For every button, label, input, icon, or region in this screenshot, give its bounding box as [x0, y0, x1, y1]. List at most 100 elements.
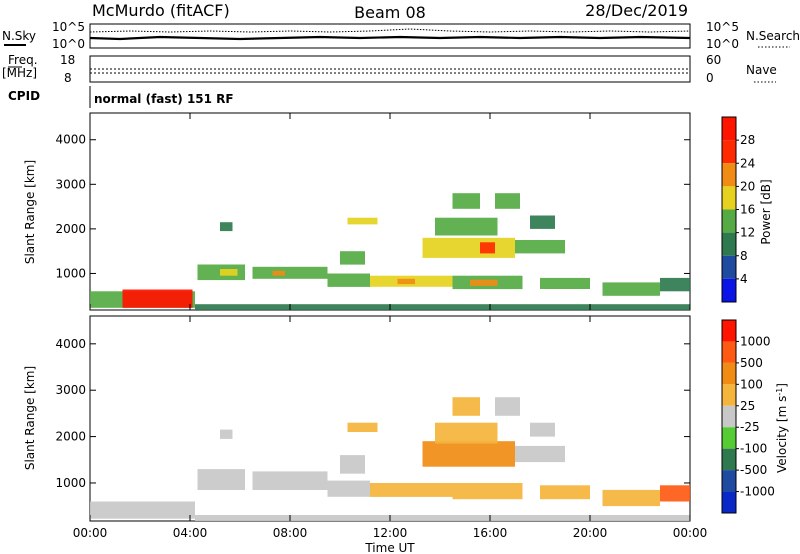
velocity-colorbar-segment [722, 384, 736, 406]
velocity-patch [602, 489, 660, 507]
time-tick-label: 00:00 [673, 526, 708, 540]
noise-sky-label: N.Sky [2, 29, 36, 43]
noise-search-trace [89, 28, 691, 33]
power-colorbar-segment [722, 163, 736, 187]
velocity-colorbar-frame [721, 319, 737, 514]
power-ytick-label: 4000 [55, 133, 86, 147]
power-colorbar-segment [722, 117, 736, 141]
beam-title: Beam 08 [354, 3, 426, 22]
velocity-patch [327, 480, 370, 497]
time-tick-label: 20:00 [573, 526, 608, 540]
power-patch [422, 237, 515, 258]
velocity-patch [347, 422, 378, 432]
velocity-cbar-tick-label: -100 [740, 442, 767, 456]
power-y-ticks: 1000 2000 3000 4000 [55, 133, 690, 280]
velocity-colorbar-segment [722, 341, 736, 363]
time-tick-label: 16:00 [473, 526, 508, 540]
velocity-patch [370, 483, 453, 497]
power-heatmap: 1000 2000 3000 4000 Slant Range [km] 4 8 12 16… [23, 112, 773, 311]
power-ytick-label: 1000 [55, 266, 86, 280]
velocity-patch [530, 422, 555, 437]
velocity-heatmap: 1000 2000 3000 4000 Slant Range [km] 1000 50… [23, 315, 789, 522]
cpid-program: normal (fast) 151 RF [94, 92, 234, 106]
power-patch [470, 279, 498, 286]
velocity-colorbar: 1000 500 100 25 -25 -100 -500 -1000 [721, 319, 775, 514]
power-patch [272, 270, 285, 276]
noise-tick-top-right: 10^5 [706, 20, 739, 34]
velocity-patch [495, 397, 520, 416]
power-patch [252, 266, 328, 279]
power-colorbar-segment [722, 186, 736, 210]
velocity-colorbar-segment [722, 405, 736, 428]
velocity-patch [90, 501, 195, 519]
time-tick-label: 00:00 [73, 526, 108, 540]
date-title: 28/Dec/2019 [585, 1, 688, 20]
power-cbar-tick-label: 28 [740, 133, 755, 147]
nave-label: Nave [746, 63, 777, 77]
power-cbar-tick-label: 20 [740, 179, 755, 193]
power-cbar-tick-label: 24 [740, 156, 755, 170]
power-patch [122, 289, 193, 308]
power-cbar-tick-label: 4 [740, 272, 748, 286]
velocity-patch [660, 485, 690, 502]
velocity-cbar-tick-label: 25 [740, 399, 755, 413]
velocity-label-exp: -1 [775, 388, 784, 396]
cpid-label: CPID [8, 89, 40, 103]
velocity-patch [195, 515, 690, 521]
power-colorbar: 4 8 12 16 20 24 28 [721, 116, 755, 303]
velocity-colorbar-segment [722, 470, 736, 492]
velocity-label-text: Velocity [m s [775, 396, 789, 473]
time-tick-label: 12:00 [373, 526, 408, 540]
velocity-patch [452, 397, 480, 416]
time-axis-label: Time UT [364, 541, 415, 554]
velocity-cbar-tick-label: 1000 [740, 334, 771, 348]
power-cbar-tick-label: 8 [740, 249, 748, 263]
power-ytick-label: 3000 [55, 177, 86, 191]
power-patch [220, 222, 233, 232]
freq-unit-label: [MHz] [2, 66, 37, 80]
power-ylabel: Slant Range [km] [23, 160, 37, 264]
velocity-cells [90, 397, 690, 521]
power-cbar-tick-label: 12 [740, 226, 755, 240]
power-patch [540, 277, 590, 289]
station-title: McMurdo (fitACF) [92, 1, 230, 20]
velocity-patch [252, 471, 328, 490]
time-axis: 00:00 04:00 08:00 12:00 16:00 20:00 00:00 [73, 113, 708, 540]
power-patch [347, 217, 378, 225]
velocity-ytick-label: 4000 [55, 337, 86, 351]
velocity-patch [515, 445, 565, 463]
power-ytick-label: 2000 [55, 222, 86, 236]
noise-tick-bottom-right: 10^0 [706, 37, 739, 51]
velocity-patch [422, 441, 515, 467]
velocity-colorbar-segment [722, 362, 736, 385]
power-patch [515, 240, 565, 254]
velocity-patch [452, 483, 523, 500]
velocity-cbar-tick-label: 100 [740, 377, 763, 391]
velocity-colorbar-label: Velocity [m s-1] [775, 383, 789, 473]
noise-tick-bottom-left: 10^0 [52, 37, 85, 51]
nave-tick-bottom: 0 [706, 71, 714, 85]
power-cbar-tick-label: 16 [740, 203, 755, 217]
power-colorbar-segment [722, 232, 736, 256]
noise-panel [89, 23, 691, 49]
velocity-colorbar-segment [722, 491, 736, 513]
time-tick-label: 04:00 [173, 526, 208, 540]
power-colorbar-segment [722, 278, 736, 302]
velocity-ytick-label: 2000 [55, 430, 86, 444]
velocity-cbar-tick-label: 500 [740, 356, 763, 370]
freq-tick-top: 18 [60, 53, 75, 67]
velocity-cbar-tick-label: -1000 [740, 485, 775, 499]
power-colorbar-segment [722, 140, 736, 164]
power-patch [340, 251, 365, 265]
velocity-ytick-label: 3000 [55, 383, 86, 397]
power-patch [602, 282, 660, 296]
freq-label: Freq. [8, 53, 38, 67]
noise-search-label: N.Search [746, 29, 800, 43]
power-patch [452, 193, 480, 209]
velocity-colorbar-segment [722, 427, 736, 449]
power-patch [397, 278, 415, 285]
power-colorbar-segment [722, 255, 736, 279]
velocity-patch [540, 485, 590, 500]
velocity-cbar-tick-label: -500 [740, 463, 767, 477]
